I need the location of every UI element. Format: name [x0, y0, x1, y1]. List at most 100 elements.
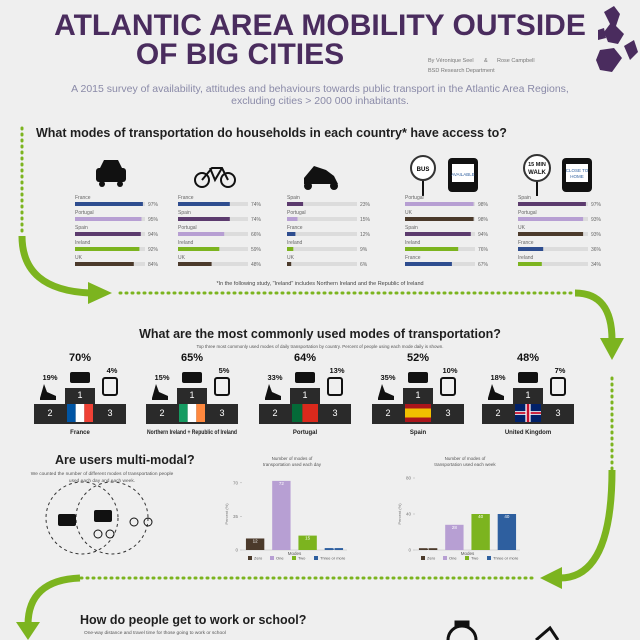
chart-title: transportation used each week [434, 462, 496, 467]
value-label: 74% [251, 202, 262, 208]
place-label: 1 [77, 390, 82, 400]
legend-label: Three or more [320, 556, 346, 561]
value-label: 9% [360, 247, 368, 253]
icon-label: HOME [570, 174, 584, 179]
icon-shape [574, 289, 616, 341]
icon-shape [16, 622, 40, 640]
country-label: Portugal [293, 430, 318, 436]
country-label: UK [178, 255, 186, 261]
author: Rose Campbell [497, 58, 535, 64]
value-label: 2 [427, 547, 430, 552]
bar [497, 514, 517, 550]
icon-label: WALK [528, 170, 546, 176]
flag [67, 404, 76, 422]
icon-shape [24, 574, 81, 626]
place-label: 1 [302, 390, 307, 400]
country-label: Northern Ireland + Republic of Ireland [147, 430, 237, 436]
value-label: 98% [478, 202, 489, 208]
bar [518, 232, 584, 236]
country-label: Ireland [405, 240, 421, 246]
bar [405, 247, 459, 251]
podium-second [34, 404, 65, 424]
x-axis-label: Modes [288, 551, 302, 556]
value-label: 66% [251, 232, 262, 238]
country-label: Portugal [518, 210, 537, 216]
country-label: UK [75, 255, 83, 261]
place-label: 3 [555, 408, 560, 418]
icon-shoe [488, 384, 504, 400]
bar [287, 217, 298, 221]
value-label: 93% [591, 217, 602, 223]
y-tick-label: 35 [233, 514, 239, 519]
value-label: 67% [478, 262, 489, 268]
flag [302, 404, 318, 422]
value-label: 5% [219, 366, 230, 375]
icon-shape [220, 172, 236, 188]
bar [178, 232, 225, 236]
bar-track [518, 262, 588, 266]
icon-label: 15 MIN [528, 162, 546, 168]
section-heading: How do people get to work or school? [80, 613, 306, 627]
bar [75, 232, 141, 236]
country-label: UK [405, 210, 413, 216]
icons-access [96, 154, 592, 196]
author: By Véronique Seel [428, 58, 474, 64]
icon-shape [604, 6, 624, 44]
section-subtitle: Top three most commonly used modes of da… [196, 344, 443, 349]
podium-third [433, 404, 464, 424]
value-label: 94% [148, 232, 159, 238]
bar [405, 217, 474, 221]
title: ATLANTIC AREA MOBILITY OUTSIDE [54, 9, 586, 42]
icon-shape [58, 514, 76, 526]
value-label: 15 [305, 536, 311, 541]
y-axis-label: Percent (%) [397, 503, 402, 525]
value-label: 98% [478, 217, 489, 223]
y-axis-label: Percent (%) [224, 503, 229, 525]
bar [287, 202, 304, 206]
icon-bus [327, 377, 343, 396]
icon-car [518, 372, 538, 383]
country-label: Spain [410, 430, 427, 436]
value-label: 64% [294, 352, 316, 364]
icon-shoe [152, 384, 168, 400]
bar [75, 217, 142, 221]
value-label: 84% [148, 262, 159, 268]
country-label: Portugal [178, 225, 197, 231]
place-label: 2 [47, 408, 52, 418]
chart-title: transportation used each day [263, 462, 322, 467]
value-label: 19% [42, 373, 57, 382]
place-label: 3 [107, 408, 112, 418]
country-label: Ireland [178, 240, 194, 246]
icon-shape [559, 469, 616, 582]
flag [84, 404, 93, 422]
country-label: France [518, 240, 534, 246]
icon-shape [96, 168, 126, 182]
icon-car [182, 372, 202, 383]
value-label: 40 [504, 514, 510, 519]
bar-track [287, 262, 357, 266]
value-label: 15% [360, 217, 371, 223]
bar [245, 538, 265, 550]
bar-track [287, 232, 357, 236]
place-label: 2 [495, 408, 500, 418]
y-tick-label: 70 [233, 480, 239, 485]
country-label: Portugal [287, 210, 306, 216]
chart-title: Number of modes of [445, 456, 487, 461]
section-heading: What modes of transportation do househol… [36, 126, 507, 140]
flag [292, 404, 303, 422]
value-label: 7% [555, 366, 566, 375]
icon-shoe [265, 384, 281, 400]
section-text: We counted the number of different modes… [31, 471, 174, 477]
country-label: France [70, 430, 90, 436]
value-label: 2 [333, 547, 336, 552]
title: OF BIG CITIES [136, 38, 344, 71]
podium-third [320, 404, 351, 424]
icon-bus [440, 377, 456, 396]
bar [324, 548, 344, 550]
bar [518, 247, 544, 251]
icon-shape [201, 167, 229, 183]
bar [75, 202, 143, 206]
icon-shape [88, 282, 112, 304]
